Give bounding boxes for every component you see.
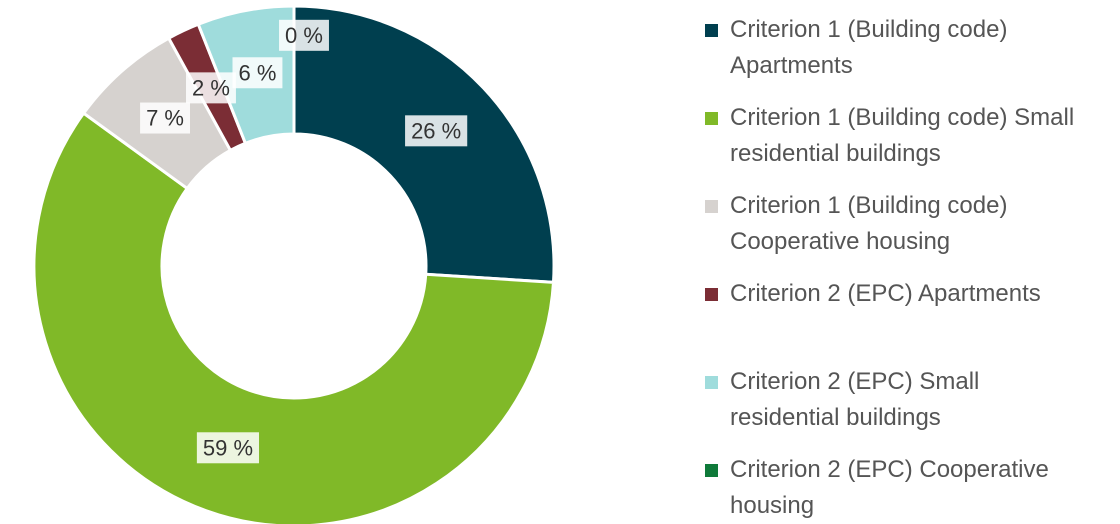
label-box (405, 115, 468, 147)
legend-entry: Criterion 1 (Building code) Small reside… (705, 100, 1085, 172)
data-label: 6 % (232, 57, 283, 89)
data-label-text: 2 % (192, 75, 230, 100)
legend-label: Criterion 1 (Building code) Small reside… (730, 104, 1075, 167)
legend-swatch (705, 376, 718, 389)
label-box (232, 57, 283, 89)
legend-entry: Criterion 2 (EPC) Small residential buil… (705, 364, 1085, 436)
data-label-text: 7 % (146, 106, 184, 131)
data-label-text: 26 % (411, 118, 461, 143)
legend-label: Criterion 2 (EPC) Apartments (730, 280, 1041, 307)
legend-swatch (705, 288, 718, 301)
label-box (196, 432, 260, 464)
legend-entry: Criterion 1 (Building code) Apartments (705, 12, 1085, 84)
label-box (186, 72, 236, 104)
data-label-text: 59 % (203, 435, 253, 460)
legend-swatch (705, 24, 718, 37)
data-label-text: 6 % (238, 60, 276, 85)
legend-swatch (705, 200, 718, 213)
legend-entry: Criterion 2 (EPC) Apartments (705, 276, 1085, 312)
data-label: 7 % (140, 102, 191, 134)
legend-entry: Criterion 2 (EPC) Cooperative housing (705, 452, 1085, 524)
label-box (140, 102, 191, 134)
label-box (279, 19, 329, 51)
legend-label: Criterion 2 (EPC) Cooperative housing (730, 456, 1049, 519)
data-label: 26 % (405, 115, 468, 147)
data-label: 59 % (196, 432, 260, 464)
legend-swatch (705, 112, 718, 125)
legend-entry: Criterion 1 (Building code) Cooperative … (705, 188, 1085, 260)
legend-label: Criterion 1 (Building code) Cooperative … (730, 192, 1008, 255)
legend-swatch (705, 464, 718, 477)
data-label: 2 % (186, 72, 236, 104)
data-label-text: 0 % (285, 23, 323, 48)
chart: 26 % 59 % 7 % 2 % 6 % 0 % (32, 4, 556, 524)
legend-label: Criterion 2 (EPC) Small residential buil… (730, 368, 980, 431)
legend-label: Criterion 1 (Building code) Apartments (730, 16, 1008, 79)
slice (32, 111, 556, 524)
data-label: 0 % (279, 19, 329, 51)
